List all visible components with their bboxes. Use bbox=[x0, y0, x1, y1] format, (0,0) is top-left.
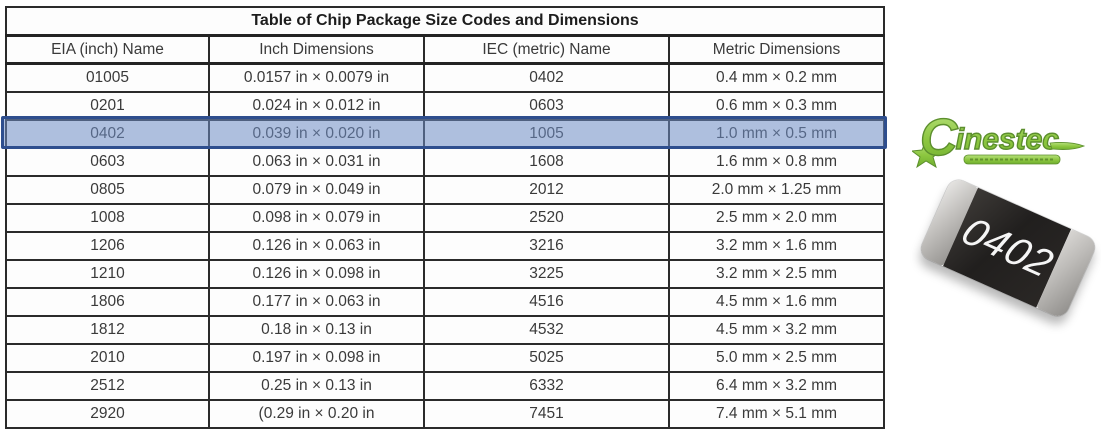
table-cell: 2920 bbox=[5, 399, 210, 429]
table-cell: 6332 bbox=[423, 371, 670, 401]
table-cell: 0.024 in × 0.012 in bbox=[208, 91, 425, 121]
table-cell: 0.18 in × 0.13 in bbox=[208, 315, 425, 345]
table-cell: 6.4 mm × 3.2 mm bbox=[667, 371, 886, 401]
table-row: 1812 0.18 in × 0.13 in 4532 4.5 mm × 3.2 mm bbox=[5, 315, 886, 345]
column-header: Metric Dimensions bbox=[667, 34, 886, 65]
table-cell: 0.25 in × 0.13 in bbox=[208, 371, 425, 401]
logo-swoosh bbox=[1049, 142, 1086, 150]
table-cell: 0.126 in × 0.063 in bbox=[208, 231, 425, 261]
table-cell: 0.063 in × 0.031 in bbox=[208, 147, 425, 177]
table-cell: 1.0 mm × 0.5 mm bbox=[667, 119, 886, 149]
table-header-row: EIA (inch) Name Inch Dimensions IEC (metri… bbox=[5, 34, 886, 65]
table-cell: 2512 bbox=[5, 371, 210, 401]
table-row: 1210 0.126 in × 0.098 in 3225 3.2 mm × 2.5 … bbox=[5, 259, 886, 289]
table-cell: 4.5 mm × 1.6 mm bbox=[667, 287, 886, 317]
table-cell: 0402 bbox=[5, 119, 210, 149]
table-cell: 1806 bbox=[5, 287, 210, 317]
table-cell: 2012 bbox=[423, 175, 670, 205]
table-cell: 4532 bbox=[423, 315, 670, 345]
table-row: 2512 0.25 in × 0.13 in 6332 6.4 mm × 3.2 mm bbox=[5, 371, 886, 401]
logo-star-icon bbox=[910, 139, 943, 169]
table-row: 2920 (0.29 in × 0.20 in 7451 7.4 mm × 5.1 m… bbox=[5, 399, 886, 429]
table-cell: 5.0 mm × 2.5 mm bbox=[667, 343, 886, 373]
table-cell: 3.2 mm × 2.5 mm bbox=[667, 259, 886, 289]
table-cell: (0.29 in × 0.20 in bbox=[208, 399, 425, 429]
table-body: 01005 0.0157 in × 0.0079 in 0402 0.4 mm × 0… bbox=[5, 62, 886, 429]
table-title: Table of Chip Package Size Codes and Dim… bbox=[4, 6, 886, 37]
table-cell: 2.0 mm × 1.25 mm bbox=[667, 175, 886, 205]
table-row: 0201 0.024 in × 0.012 in 0603 0.6 mm × 0.3 … bbox=[5, 91, 886, 121]
table-cell: 1206 bbox=[5, 231, 210, 261]
table-cell: 01005 bbox=[5, 62, 210, 93]
table-cell: 0.177 in × 0.063 in bbox=[208, 287, 425, 317]
table-cell: 3216 bbox=[423, 231, 670, 261]
chip-resistor-photo: 0402 bbox=[917, 176, 1099, 320]
table-cell: 1812 bbox=[5, 315, 210, 345]
table-cell: 0.098 in × 0.079 in bbox=[208, 203, 425, 233]
table-row: 0402 0.039 in × 0.020 in 1005 1.0 mm × 0.5 … bbox=[5, 119, 886, 149]
table-cell: 5025 bbox=[423, 343, 670, 373]
table-cell: 2.5 mm × 2.0 mm bbox=[667, 203, 886, 233]
table-cell: 4.5 mm × 3.2 mm bbox=[667, 315, 886, 345]
table-cell: 1608 bbox=[423, 147, 670, 177]
table-cell: 0805 bbox=[5, 175, 210, 205]
table-row: 1206 0.126 in × 0.063 in 3216 3.2 mm × 1.6 … bbox=[5, 231, 886, 261]
table-cell: 1008 bbox=[5, 203, 210, 233]
chip-size-code-label: 0402 bbox=[953, 209, 1061, 286]
chip-package-size-table: Table of Chip Package Size Codes and Dim… bbox=[4, 6, 886, 429]
logo-rest: inestec bbox=[956, 123, 1060, 156]
table-row: 01005 0.0157 in × 0.0079 in 0402 0.4 mm × 0… bbox=[5, 62, 886, 93]
table-row: 1806 0.177 in × 0.063 in 4516 4.5 mm × 1.6 … bbox=[5, 287, 886, 317]
table-cell: 0201 bbox=[5, 91, 210, 121]
chip-body: 0402 bbox=[917, 176, 1099, 320]
table-cell: 7451 bbox=[423, 399, 670, 429]
cinestec-logo: Cinestec bbox=[910, 103, 1092, 173]
table-cell: 1005 bbox=[423, 119, 670, 149]
logo-text: Cinestec bbox=[920, 109, 1059, 167]
table-cell: 0.039 in × 0.020 in bbox=[208, 119, 425, 149]
table-cell: 0603 bbox=[5, 147, 210, 177]
table-row: 0805 0.079 in × 0.049 in 2012 2.0 mm × 1.25… bbox=[5, 175, 886, 205]
table-cell: 7.4 mm × 5.1 mm bbox=[667, 399, 886, 429]
table-cell: 3225 bbox=[423, 259, 670, 289]
table-cell: 0.4 mm × 0.2 mm bbox=[667, 62, 886, 93]
table-cell: 0.197 in × 0.098 in bbox=[208, 343, 425, 373]
table-cell: 1210 bbox=[5, 259, 210, 289]
table-row: 1008 0.098 in × 0.079 in 2520 2.5 mm × 2.0 … bbox=[5, 203, 886, 233]
column-header: EIA (inch) Name bbox=[5, 34, 210, 65]
cinestec-logo-graphic: Cinestec bbox=[910, 108, 1086, 169]
table-cell: 2520 bbox=[423, 203, 670, 233]
table-cell: 1.6 mm × 0.8 mm bbox=[667, 147, 886, 177]
table-row: 0603 0.063 in × 0.031 in 1608 1.6 mm × 0.8 … bbox=[5, 147, 886, 177]
table-cell: 0.126 in × 0.098 in bbox=[208, 259, 425, 289]
table-cell: 0402 bbox=[423, 62, 670, 93]
column-header: Inch Dimensions bbox=[208, 34, 425, 65]
table-row: 2010 0.197 in × 0.098 in 5025 5.0 mm × 2.5 … bbox=[5, 343, 886, 373]
table-cell: 0.6 mm × 0.3 mm bbox=[667, 91, 886, 121]
table-cell: 0.0157 in × 0.0079 in bbox=[208, 62, 425, 93]
table-cell: 3.2 mm × 1.6 mm bbox=[667, 231, 886, 261]
table-cell: 4516 bbox=[423, 287, 670, 317]
table-cell: 0603 bbox=[423, 91, 670, 121]
table-cell: 0.079 in × 0.049 in bbox=[208, 175, 425, 205]
logo-initial: C bbox=[920, 109, 959, 167]
column-header: IEC (metric) Name bbox=[423, 34, 670, 65]
table-cell: 2010 bbox=[5, 343, 210, 373]
